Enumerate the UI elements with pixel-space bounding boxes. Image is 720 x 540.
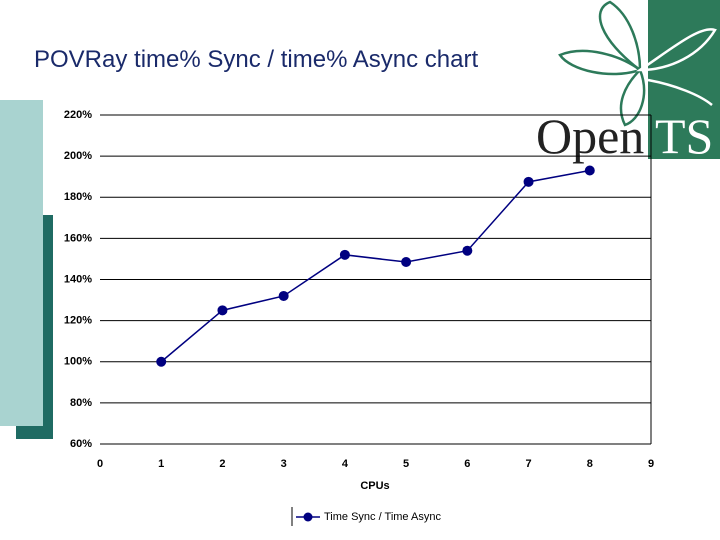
x-tick-label: 9 bbox=[648, 458, 654, 470]
legend-marker bbox=[303, 512, 313, 522]
x-tick-label: 6 bbox=[464, 458, 470, 470]
point bbox=[584, 165, 595, 176]
point bbox=[278, 290, 289, 301]
y-tick-label: 180% bbox=[64, 191, 92, 203]
y-tick-label: 220% bbox=[64, 109, 92, 121]
x-tick-label: 8 bbox=[587, 458, 593, 470]
y-tick-label: 100% bbox=[64, 356, 92, 368]
point bbox=[156, 356, 167, 367]
series-line bbox=[160, 169, 590, 363]
decor-light bbox=[0, 100, 43, 426]
y-tick-label: 200% bbox=[64, 150, 92, 162]
y-tick-label: 80% bbox=[70, 397, 92, 409]
point bbox=[523, 176, 534, 187]
y-tick-label: 60% bbox=[70, 438, 92, 450]
y-tick-label: 140% bbox=[64, 273, 92, 285]
logo-initials: TS bbox=[655, 108, 713, 164]
point bbox=[401, 257, 412, 268]
legend-label: Time Sync / Time Async bbox=[324, 511, 441, 523]
x-tick-label: 7 bbox=[525, 458, 531, 470]
logo-box bbox=[648, 0, 720, 159]
x-axis-title: CPUs bbox=[360, 480, 389, 492]
y-tick-label: 120% bbox=[64, 315, 92, 327]
point bbox=[217, 305, 228, 316]
x-tick-label: 0 bbox=[97, 458, 103, 470]
x-tick-label: 4 bbox=[342, 458, 349, 470]
x-tick-label: 5 bbox=[403, 458, 409, 470]
point bbox=[339, 249, 350, 260]
chart-title: POVRay time% Sync / time% Async chart bbox=[34, 46, 478, 73]
x-tick-label: 2 bbox=[219, 458, 225, 470]
logo-word: Open bbox=[536, 108, 644, 164]
logo-leaves bbox=[558, 0, 717, 127]
x-tick-label: 3 bbox=[281, 458, 287, 470]
y-tick-label: 160% bbox=[64, 232, 92, 244]
x-tick-label: 1 bbox=[158, 458, 164, 470]
point bbox=[462, 245, 473, 256]
